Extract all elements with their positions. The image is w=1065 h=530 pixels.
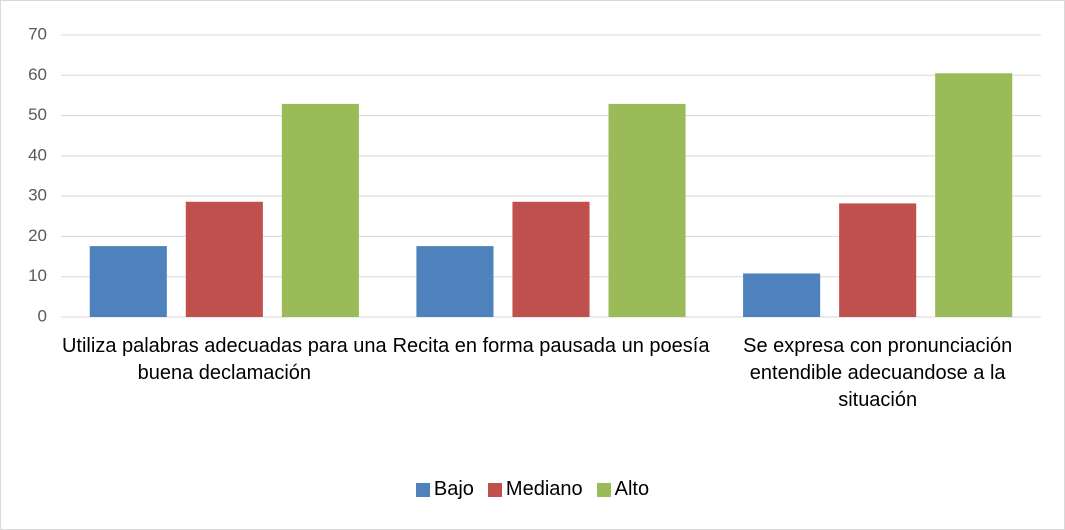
y-tick-label: 70 <box>28 24 47 43</box>
legend-item: Mediano <box>487 478 583 501</box>
legend-swatch <box>596 482 611 497</box>
y-tick-label: 60 <box>28 65 47 84</box>
x-tick-label: Recita en forma pausada un poesía <box>392 335 710 357</box>
x-tick-label: Se expresa con pronunciación entendible … <box>743 335 1013 411</box>
y-tick-label: 50 <box>28 105 47 124</box>
bar <box>89 246 167 317</box>
bar <box>185 201 263 317</box>
bar <box>935 73 1013 318</box>
y-tick-label: 0 <box>38 306 47 325</box>
x-tick-label: Utiliza palabras adecuadas para una buen… <box>61 335 387 384</box>
legend-item: Bajo <box>415 478 474 501</box>
legend-label: Alto <box>614 478 650 500</box>
y-tick-label: 20 <box>28 226 47 245</box>
bar <box>608 103 686 317</box>
bar <box>743 273 821 317</box>
y-tick-label: 30 <box>28 186 47 205</box>
legend-label: Mediano <box>505 478 583 500</box>
bar <box>839 203 917 317</box>
legend-swatch <box>415 482 430 497</box>
legend-swatch <box>487 482 502 497</box>
bar <box>281 103 359 317</box>
legend: Bajo Mediano Alto <box>1 478 1064 501</box>
y-tick-label: 40 <box>28 145 47 164</box>
bar <box>512 201 590 317</box>
y-tick-label: 10 <box>28 266 47 285</box>
legend-item: Alto <box>596 478 650 501</box>
legend-label: Bajo <box>433 478 474 500</box>
bar <box>416 246 494 317</box>
